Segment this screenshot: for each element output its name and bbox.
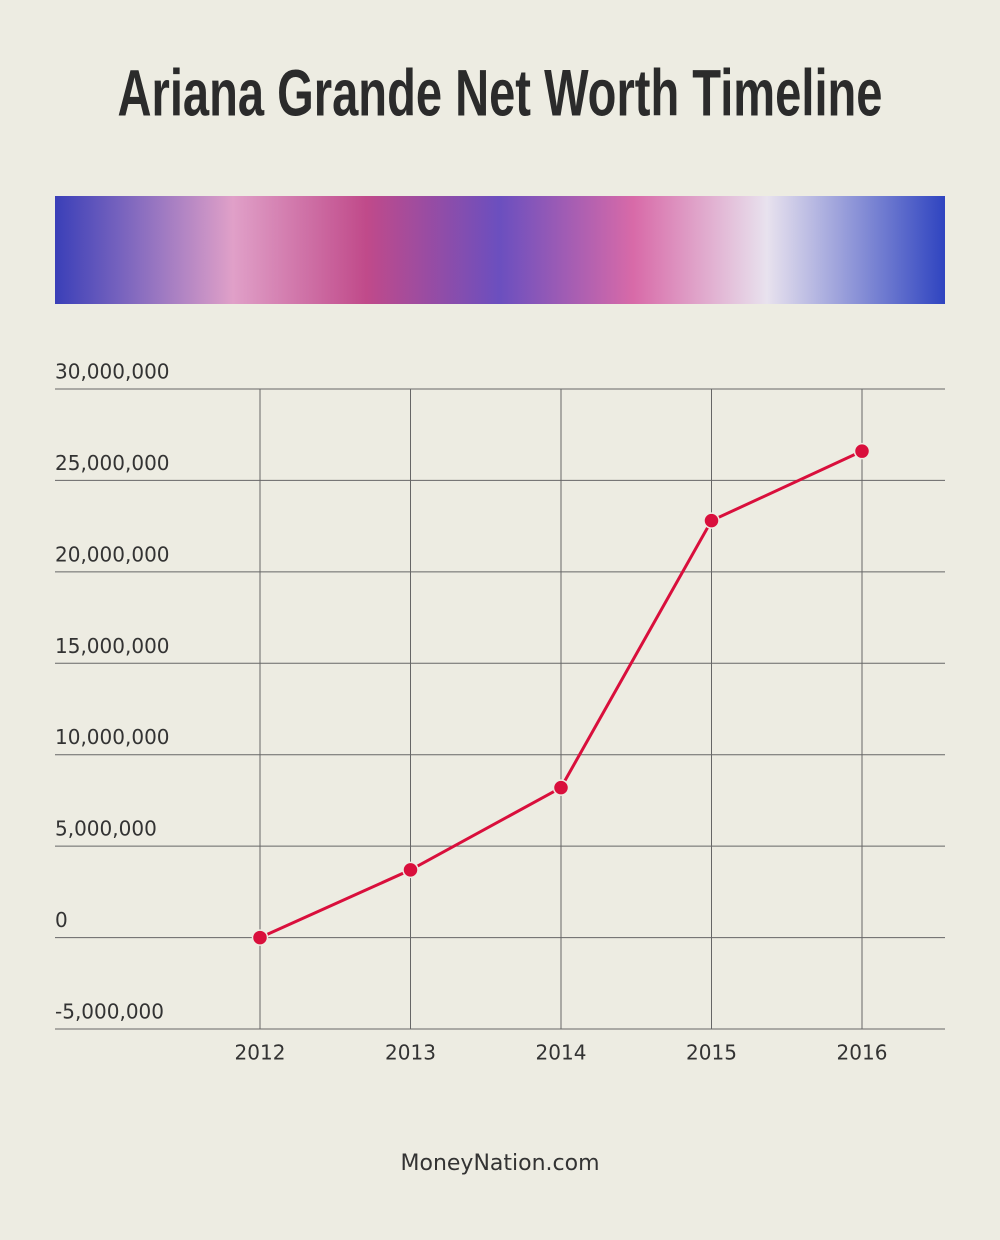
- y-tick-label: 20,000,000: [55, 542, 170, 566]
- point: [552, 779, 570, 796]
- banner-image: [55, 196, 945, 304]
- point: [703, 512, 720, 529]
- x-tick-label: 2015: [686, 1041, 737, 1065]
- y-tick-label: 30,000,000: [55, 360, 170, 384]
- y-tick-label: 10,000,000: [55, 725, 170, 749]
- y-tick-label: 0: [55, 908, 68, 932]
- x-tick-label: 2016: [837, 1041, 888, 1065]
- y-tick-label: 5,000,000: [55, 817, 157, 841]
- chart-title: Ariana Grande Net Worth Timeline: [118, 55, 883, 129]
- point: [251, 929, 269, 946]
- y-tick-label: 15,000,000: [55, 634, 170, 658]
- y-tick-label: -5,000,000: [55, 1000, 164, 1024]
- x-tick-label: 2014: [536, 1041, 587, 1065]
- point: [402, 861, 419, 879]
- point: [853, 442, 871, 460]
- x-tick-label: 2013: [385, 1041, 436, 1065]
- source: MoneyNation.com: [401, 1151, 600, 1176]
- x-tick-label: 2012: [235, 1041, 286, 1065]
- y-tick-label: 25,000,000: [55, 451, 170, 475]
